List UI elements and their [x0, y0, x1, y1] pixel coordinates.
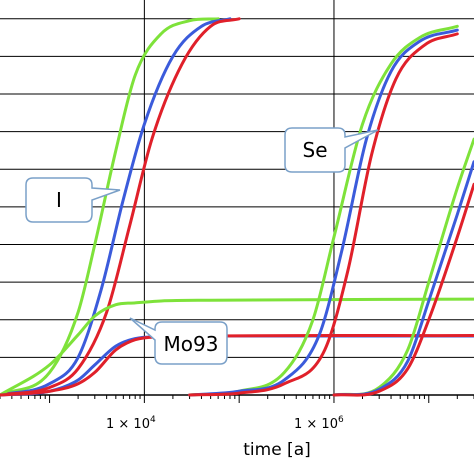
callout-mo93-text: Mo93 [164, 332, 219, 356]
series-line-right-blue [332, 160, 474, 397]
series-line-i-red [0, 17, 241, 397]
gridlines [0, 0, 474, 403]
callout-se-box [284, 127, 379, 173]
series-line-se-red [188, 32, 459, 397]
callout-mo93-box [129, 317, 228, 365]
series-line-se-blue [188, 28, 459, 397]
callout-i-box [25, 177, 121, 223]
callout-i-text: I [56, 188, 62, 212]
callout-mo93: Mo93 [129, 317, 228, 365]
series-line-se-green [188, 24, 459, 397]
series-layer [0, 17, 474, 397]
series-line-mo93-red [0, 334, 474, 397]
series-line-i-blue [0, 17, 232, 397]
series-line-i-plateau-green [0, 297, 474, 397]
callout-i: I [25, 177, 121, 223]
series-line-right-green [332, 137, 474, 397]
callout-se-text: Se [303, 138, 328, 162]
x-tick-label: 1 × 106 [294, 415, 344, 432]
x-axis-title: time [a] [243, 440, 311, 460]
series-line-right-red [332, 182, 474, 397]
callout-se: Se [284, 127, 379, 173]
x-tick-label: 1 × 104 [106, 415, 156, 432]
